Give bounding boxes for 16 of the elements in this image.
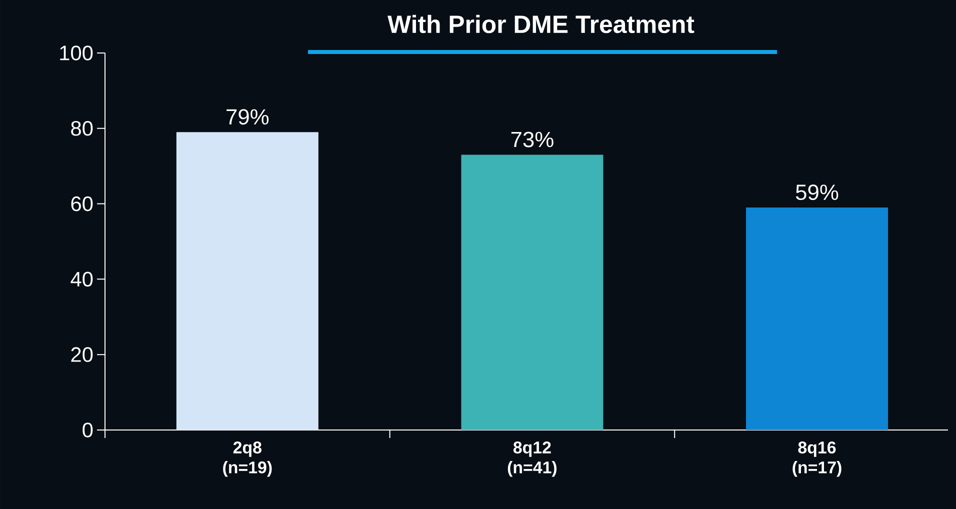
bar	[746, 208, 888, 430]
data-label: 59%	[796, 184, 838, 200]
bar	[461, 154, 604, 430]
data-label: 79%	[226, 109, 269, 125]
y-tick-label: 100	[60, 46, 93, 60]
y-tick-label: 40	[70, 272, 93, 287]
x-tick-label: 8q12 (n=41)	[508, 442, 557, 477]
y-tick-label: 60	[71, 196, 93, 212]
x-tick-label: 8q16 (n=17)	[792, 442, 842, 477]
y-tick-label: 0	[82, 422, 93, 438]
y-tick-label: 20	[71, 347, 93, 362]
bar	[176, 132, 318, 430]
x-tick-label: 2q8 (n=19)	[223, 442, 272, 477]
y-tick-label: 80	[71, 120, 93, 136]
data-label: 73%	[511, 132, 554, 148]
chart-title: With Prior DME Treatment	[388, 14, 694, 34]
